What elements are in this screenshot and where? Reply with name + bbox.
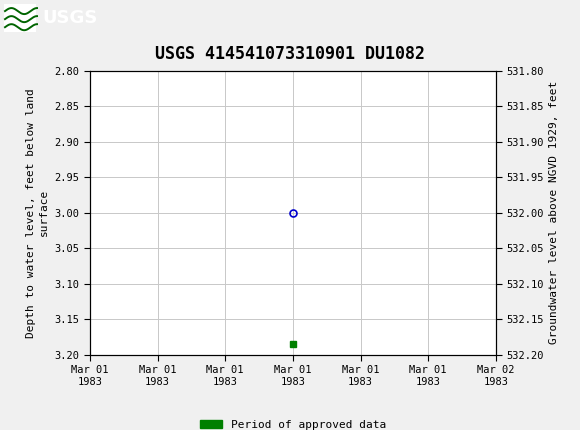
FancyBboxPatch shape [4,3,36,32]
Y-axis label: Depth to water level, feet below land
surface: Depth to water level, feet below land su… [26,88,49,338]
Legend: Period of approved data: Period of approved data [195,415,390,430]
Y-axis label: Groundwater level above NGVD 1929, feet: Groundwater level above NGVD 1929, feet [549,81,559,344]
Text: USGS: USGS [42,9,97,27]
Text: USGS 414541073310901 DU1082: USGS 414541073310901 DU1082 [155,45,425,63]
